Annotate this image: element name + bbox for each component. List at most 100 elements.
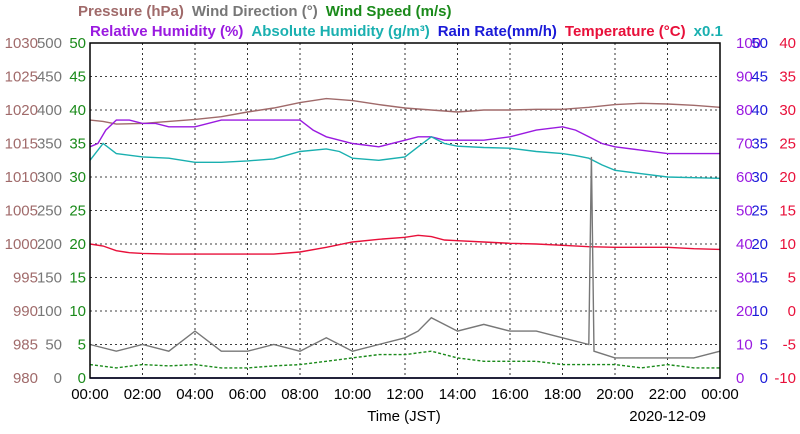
rain_rate-tick-label: 0 <box>760 370 768 387</box>
wind_direction-tick-label: 100 <box>37 303 62 320</box>
x-tick-label: 22:00 <box>649 386 687 403</box>
relative_humidity-tick-label: 100 <box>736 35 761 52</box>
relative_humidity-tick-label: 0 <box>736 370 744 387</box>
axis-ticks: 9809859909951000100510101015102010251030… <box>5 35 796 403</box>
series-line <box>89 234 721 255</box>
temperature-tick-label: 15 <box>779 203 796 220</box>
wind_speed-tick-label: 50 <box>69 35 86 52</box>
rain_rate-tick-label: 10 <box>751 303 768 320</box>
x-tick-label: 20:00 <box>596 386 634 403</box>
x-tick-label: 02:00 <box>124 386 162 403</box>
wind_speed-tick-label: 5 <box>78 337 86 354</box>
pressure-tick-label: 1015 <box>5 136 38 153</box>
wind_direction-tick-label: 300 <box>37 169 62 186</box>
wind_direction-tick-label: 0 <box>54 370 62 387</box>
pressure-tick-label: 1000 <box>5 236 38 253</box>
temperature-tick-label: 35 <box>779 69 796 86</box>
wind_speed-tick-label: 25 <box>69 203 86 220</box>
wind_direction-tick-label: 450 <box>37 69 62 86</box>
relative_humidity-tick-label: 20 <box>736 303 753 320</box>
temperature-tick-label: 25 <box>779 136 796 153</box>
series-line <box>89 119 720 155</box>
rain_rate-tick-label: 5 <box>760 337 768 354</box>
wind_speed-tick-label: 15 <box>69 270 86 287</box>
rain_rate-tick-label: 25 <box>751 203 768 220</box>
relative_humidity-tick-label: 60 <box>736 169 753 186</box>
pressure-tick-label: 995 <box>13 270 38 287</box>
pressure-tick-label: 1030 <box>5 35 38 52</box>
temperature-tick-label: 5 <box>788 270 796 287</box>
relative_humidity-tick-label: 70 <box>736 136 753 153</box>
rain_rate-tick-label: 15 <box>751 270 768 287</box>
legend-entry: Wind Direction (°) <box>192 3 318 20</box>
relative_humidity-tick-label: 30 <box>736 270 753 287</box>
rain_rate-tick-label: 45 <box>751 69 768 86</box>
relative_humidity-tick-label: 90 <box>736 69 753 86</box>
x-tick-label: 08:00 <box>281 386 319 403</box>
x-tick-label: 00:00 <box>71 386 109 403</box>
pressure-tick-label: 980 <box>13 370 38 387</box>
wind_speed-tick-label: 10 <box>69 303 86 320</box>
x-tick-label: 06:00 <box>229 386 267 403</box>
series-line <box>89 97 721 125</box>
wind_direction-tick-label: 150 <box>37 270 62 287</box>
x-tick-label: 10:00 <box>334 386 372 403</box>
temperature-tick-label: 20 <box>779 169 796 186</box>
pressure-tick-label: 1020 <box>5 102 38 119</box>
legend-entry: Temperature (°C) <box>565 23 686 40</box>
relative_humidity-tick-label: 10 <box>736 337 753 354</box>
rain_rate-tick-label: 50 <box>751 35 768 52</box>
x-tick-label: 14:00 <box>439 386 477 403</box>
wind_direction-tick-label: 200 <box>37 236 62 253</box>
date-label: 2020-12-09 <box>629 408 706 425</box>
x-tick-label: 04:00 <box>176 386 214 403</box>
relative_humidity-tick-label: 80 <box>736 102 753 119</box>
legend-entry: Wind Speed (m/s) <box>326 3 452 20</box>
temperature-tick-label: 10 <box>779 236 796 253</box>
temperature-tick-label: 0 <box>788 303 796 320</box>
wind_direction-tick-label: 500 <box>37 35 62 52</box>
temperature-tick-label: -5 <box>783 337 796 354</box>
plot-border <box>89 42 721 379</box>
temperature-tick-label: 40 <box>779 35 796 52</box>
series-layer <box>89 97 721 379</box>
wind_direction-tick-label: 250 <box>37 203 62 220</box>
pressure-tick-label: 1010 <box>5 169 38 186</box>
legend-entry: x0.1 <box>694 23 723 40</box>
x-tick-label: 00:00 <box>701 386 739 403</box>
legend-entry: Pressure (hPa) <box>78 3 184 20</box>
temperature-tick-label: -10 <box>774 370 796 387</box>
relative_humidity-tick-label: 40 <box>736 236 753 253</box>
x-tick-label: 12:00 <box>386 386 424 403</box>
pressure-tick-label: 985 <box>13 337 38 354</box>
wind_speed-tick-label: 35 <box>69 136 86 153</box>
wind_direction-tick-label: 50 <box>45 337 62 354</box>
legend-entry: Absolute Humidity (g/m³) <box>251 23 429 40</box>
rain_rate-tick-label: 40 <box>751 102 768 119</box>
x-axis-label: Time (JST) <box>367 408 441 425</box>
series-line <box>89 350 720 369</box>
wind_direction-tick-label: 400 <box>37 102 62 119</box>
x-tick-label: 18:00 <box>544 386 582 403</box>
legend-entry: Relative Humidity (%) <box>90 23 243 40</box>
grid <box>90 43 720 378</box>
series-line <box>89 135 721 179</box>
wind_direction-tick-label: 350 <box>37 136 62 153</box>
wind_speed-tick-label: 40 <box>69 102 86 119</box>
pressure-tick-label: 990 <box>13 303 38 320</box>
wind_speed-tick-label: 45 <box>69 69 86 86</box>
legend: Pressure (hPa) Wind Direction (°) Wind Spe… <box>78 3 723 40</box>
wind_speed-tick-label: 30 <box>69 169 86 186</box>
rain_rate-tick-label: 35 <box>751 136 768 153</box>
temperature-tick-label: 30 <box>779 102 796 119</box>
pressure-tick-label: 1005 <box>5 203 38 220</box>
relative_humidity-tick-label: 50 <box>736 203 753 220</box>
pressure-tick-label: 1025 <box>5 69 38 86</box>
wind_speed-tick-label: 20 <box>69 236 86 253</box>
wind_speed-tick-label: 0 <box>78 370 86 387</box>
rain_rate-tick-label: 30 <box>751 169 768 186</box>
x-tick-label: 16:00 <box>491 386 529 403</box>
plot-frame <box>89 42 721 379</box>
legend-entry: Rain Rate(mm/h) <box>438 23 557 40</box>
